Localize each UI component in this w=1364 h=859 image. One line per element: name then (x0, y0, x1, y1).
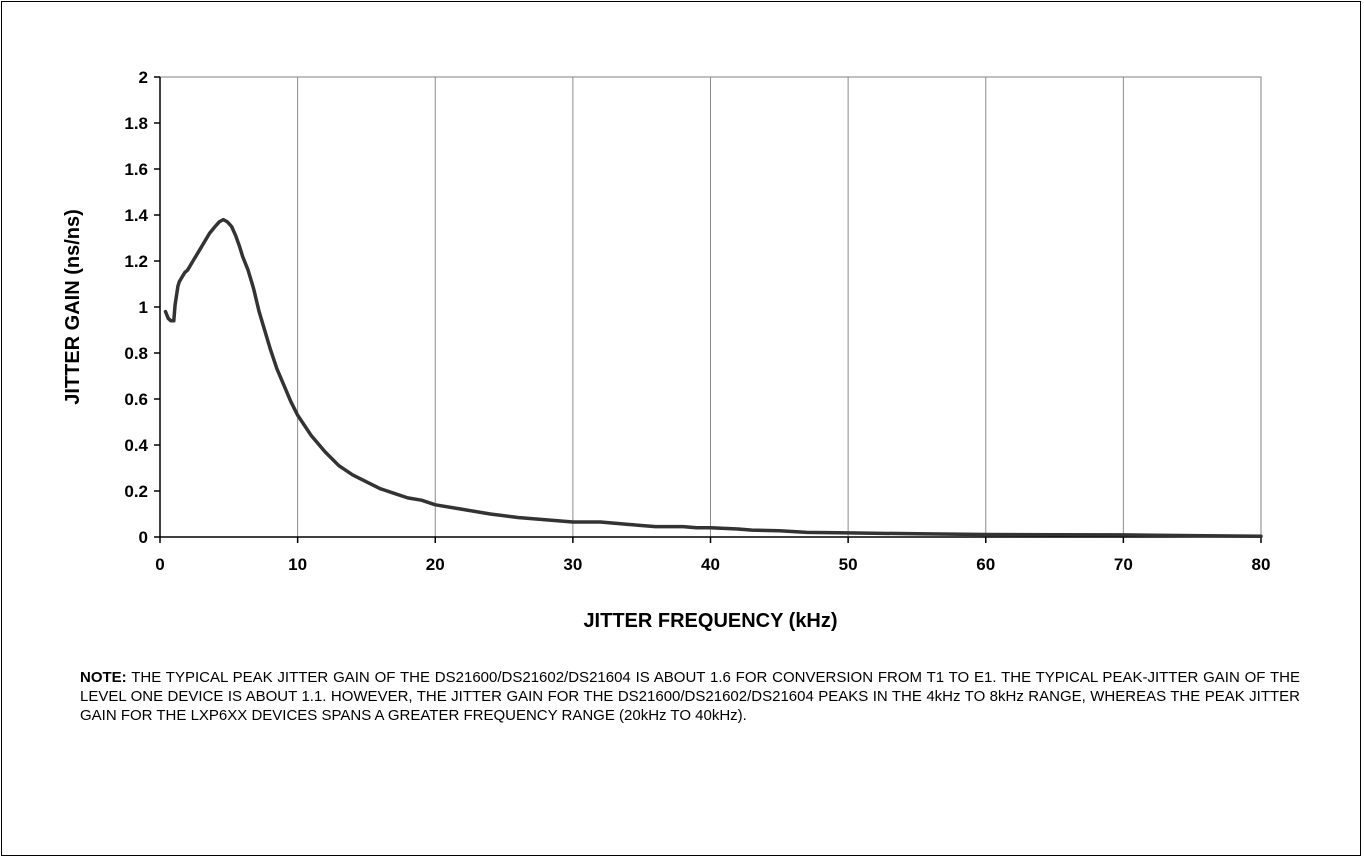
x-tick-label: 0 (155, 555, 164, 574)
jitter-gain-chart: 00.20.40.60.811.21.41.61.820 10 20 30 40 50 60… (62, 68, 1270, 632)
tick-labels: 00.20.40.60.811.21.41.61.820 10 20 30 40 50 60… (124, 68, 1270, 574)
note-text: NOTE: THE TYPICAL PEAK JITTER GAIN OF TH… (80, 668, 1300, 725)
gridlines (297, 77, 1262, 537)
y-tick-label: 1.8 (124, 114, 148, 133)
x-tick-label: 40 (701, 555, 720, 574)
x-tick-label: 20 (426, 555, 445, 574)
y-tick-label: 0.2 (124, 482, 148, 501)
y-tick-label: 1 (139, 298, 148, 317)
y-tick-label: 0.6 (124, 390, 148, 409)
x-axis-title: JITTER FREQUENCY (kHz) (583, 610, 837, 632)
y-tick-label: 1.2 (124, 252, 148, 271)
x-tick-label: 60 (976, 555, 995, 574)
x-tick-label: 10 (288, 555, 307, 574)
y-tick-label: 0.4 (124, 436, 148, 455)
y-tick-label: 0.8 (124, 344, 148, 363)
x-tick-label: 80 (1252, 555, 1271, 574)
note-label: NOTE: (80, 669, 127, 686)
series-line (163, 217, 1263, 539)
y-tick-label: 1.4 (124, 206, 148, 225)
y-tick-label: 1.6 (124, 160, 148, 179)
note-body: THE TYPICAL PEAK JITTER GAIN OF THE DS21… (80, 669, 1300, 724)
x-tick-label: 30 (563, 555, 582, 574)
x-tick-label: 70 (1114, 555, 1133, 574)
y-tick-label: 0 (139, 528, 148, 547)
series-layer (163, 217, 1263, 539)
x-tick-label: 50 (839, 555, 858, 574)
y-tick-label: 2 (139, 68, 148, 87)
axes (154, 76, 1262, 543)
y-axis-title: JITTER GAIN (ns/ns) (62, 209, 84, 405)
